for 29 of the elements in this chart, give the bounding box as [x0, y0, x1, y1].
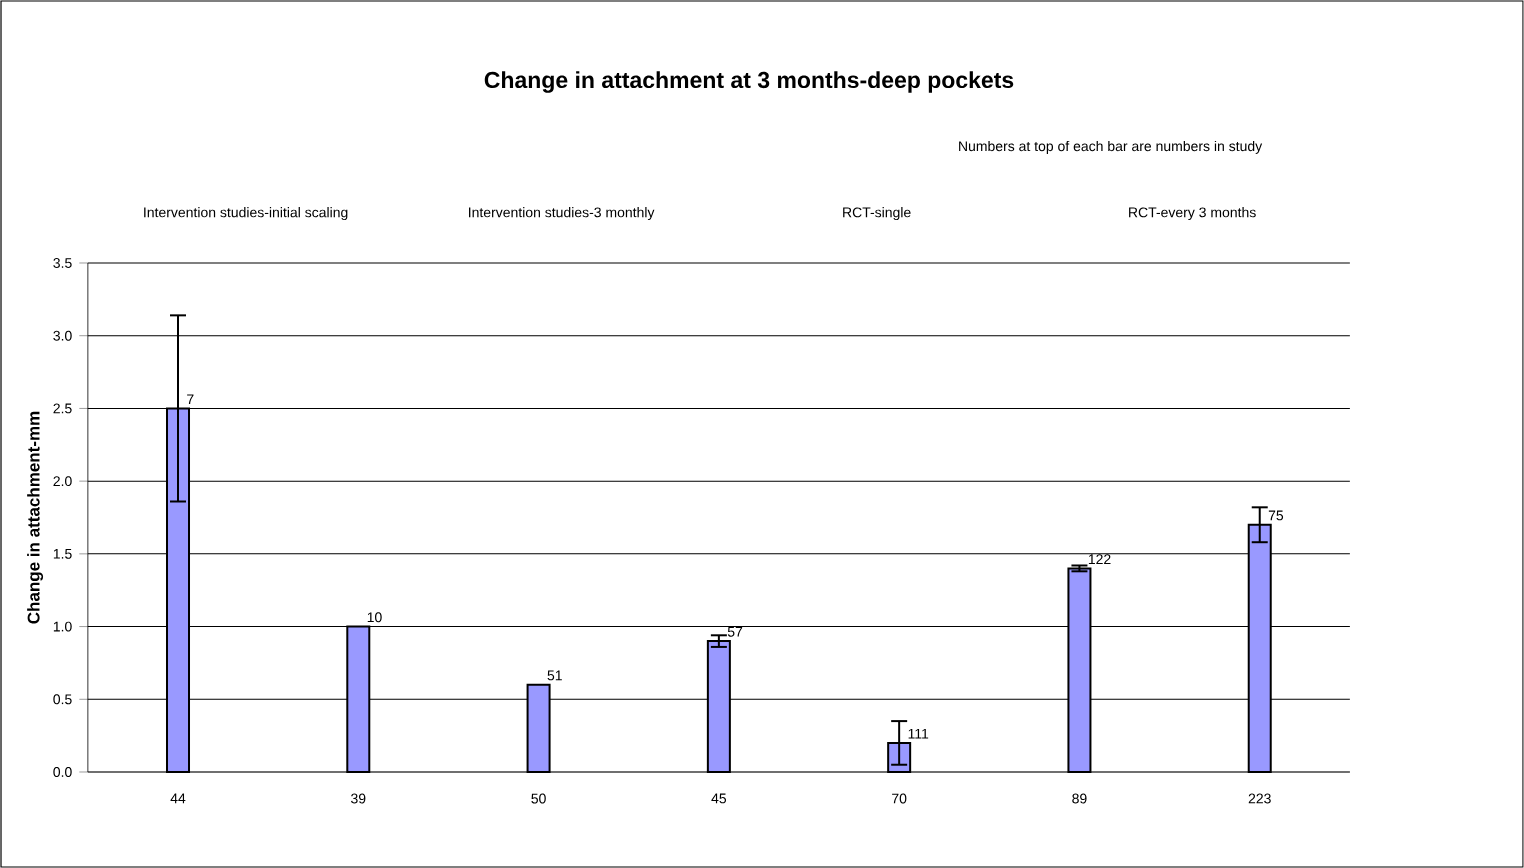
y-axis-title: Change in attachment-mm — [27, 411, 44, 624]
y-tick-label: 2.5 — [53, 403, 72, 414]
annotation: 57 — [727, 626, 743, 637]
y-tick-label: 0.0 — [53, 767, 72, 777]
x-tick-label: 89 — [1072, 793, 1087, 804]
y-tick-label: 1.5 — [53, 548, 72, 559]
x-tick-label: 70 — [892, 793, 907, 804]
text: Intervention studies-initial scaling — [144, 207, 348, 221]
text: RCT-single — [843, 207, 911, 221]
y-tick-label: 0.5 — [53, 694, 72, 705]
annotation: 75 — [1268, 510, 1284, 521]
text: RCT-every 3 months — [1129, 207, 1256, 221]
chart-title: Change in attachment at 3 months-deep pockets — [484, 71, 1014, 93]
annotation: 10 — [367, 612, 382, 623]
annotation: 51 — [547, 670, 562, 681]
annotation: 7 — [187, 394, 194, 405]
y-tick-label: 2.0 — [53, 476, 72, 487]
text: Numbers at top of each bar are numbers in study — [959, 140, 1263, 154]
x-tick-label: 39 — [351, 793, 366, 804]
x-tick-label: 44 — [170, 793, 186, 804]
x-tick-label: 223 — [1248, 793, 1271, 804]
x-tick-label: 45 — [711, 793, 727, 804]
text: Intervention studies-3 monthly — [469, 207, 655, 221]
y-tick-label: 1.0 — [53, 621, 72, 632]
x-tick-label: 50 — [531, 793, 546, 804]
y-tick-label: 3.0 — [53, 330, 72, 341]
annotation: 122 — [1088, 554, 1111, 564]
y-tick-label: 3.5 — [53, 258, 72, 268]
annotation: 111 — [908, 728, 929, 739]
